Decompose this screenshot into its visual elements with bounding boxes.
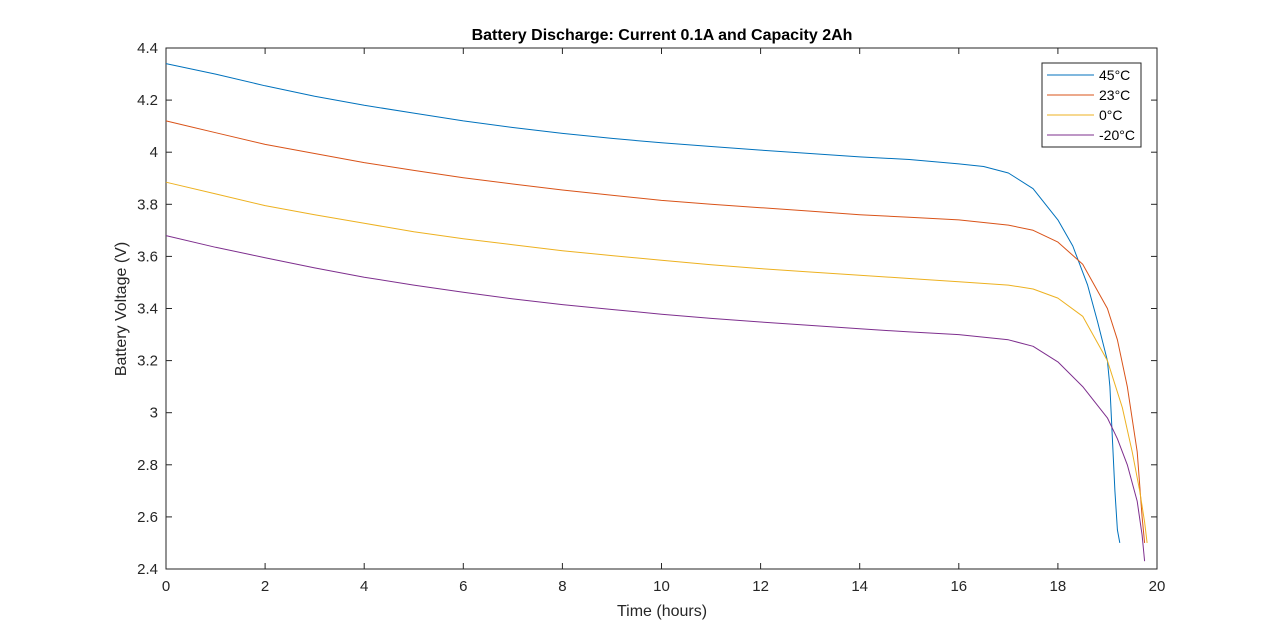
legend-box [1041,62,1142,148]
y-tick-label: 3.2 [137,353,158,370]
x-axis-ticks: 0 2 4 6 8 10 12 14 16 18 20 [162,48,1166,595]
series-line-0 [165,63,1121,543]
x-tick-label: 14 [851,578,868,595]
x-tick-label: 4 [360,578,368,595]
y-tick-label: 4 [150,144,158,161]
x-axis-label: Time (hours) [617,603,707,620]
series-layer [165,63,1148,562]
x-tick-label: 10 [653,578,670,595]
y-axis-label: Battery Voltage (V) [113,242,130,376]
legend-label-2: 0°C [1099,107,1123,123]
x-tick-label: 12 [752,578,769,595]
y-tick-label: 3.6 [137,248,158,265]
y-tick-label: 2.8 [137,457,158,474]
x-tick-label: 16 [950,578,967,595]
y-tick-label: 2.6 [137,509,158,526]
x-tick-label: 2 [261,578,269,595]
y-axis-ticks: 2.4 2.6 2.8 3 3.2 3.4 3.6 3.8 4 4.2 4.4 [137,40,1157,578]
y-tick-label: 2.4 [137,561,158,578]
x-tick-label: 20 [1149,578,1166,595]
x-tick-label: 0 [162,578,170,595]
series-line-3 [165,235,1146,562]
plot-area [165,47,1158,570]
y-tick-label: 4.2 [137,92,158,109]
legend: 45°C 23°C 0°C -20°C [1041,62,1142,148]
x-tick-label: 8 [558,578,566,595]
chart-title: Battery Discharge: Current 0.1A and Capa… [472,27,853,44]
legend-label-1: 23°C [1099,87,1130,103]
x-tick-label: 18 [1050,578,1067,595]
series-line-1 [165,120,1146,543]
y-tick-label: 3.4 [137,301,158,318]
x-tick-label: 6 [459,578,467,595]
series-line-2 [165,181,1148,543]
legend-label-3: -20°C [1099,127,1135,143]
legend-label-0: 45°C [1099,67,1130,83]
y-tick-label: 3.8 [137,196,158,213]
y-tick-label: 4.4 [137,40,158,57]
y-tick-label: 3 [150,405,158,422]
